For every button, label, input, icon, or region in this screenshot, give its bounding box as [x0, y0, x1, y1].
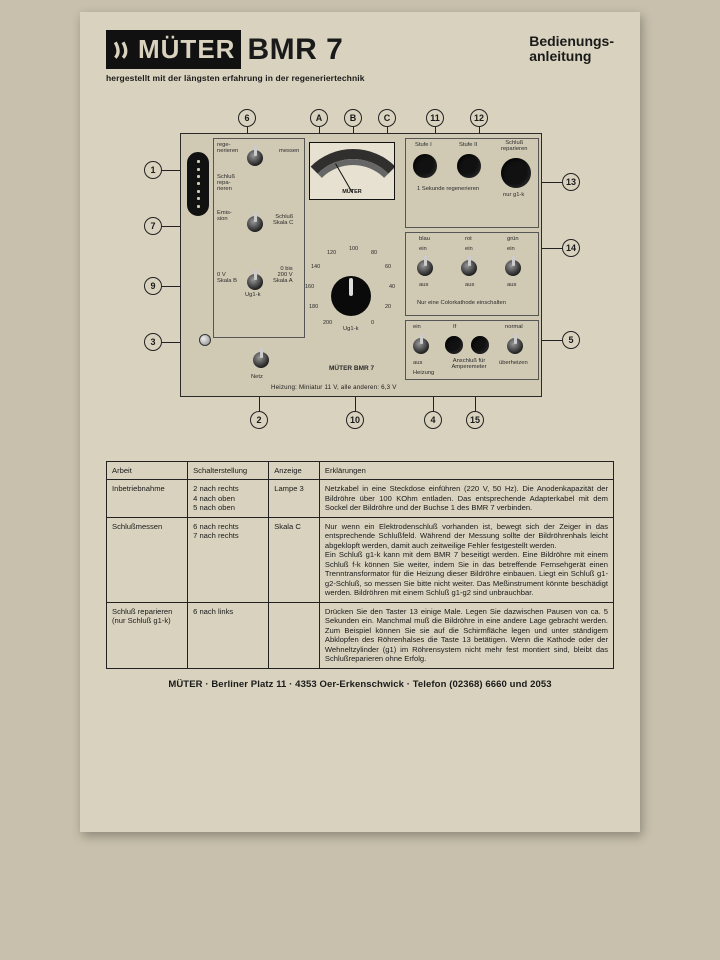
label-rot: rot: [465, 236, 472, 242]
label-messen: messen: [279, 148, 299, 154]
lead: [475, 397, 476, 411]
device-label: MÜTER BMR 7: [329, 366, 374, 373]
switch-9: [247, 274, 263, 290]
label-stufe2: Stufe II: [459, 142, 477, 148]
label-stufe1: Stufe I: [415, 142, 432, 148]
footer-address: MÜTER · Berliner Platz 11 · 4353 Oer-Erk…: [106, 679, 614, 690]
jack-if-2: [471, 336, 489, 354]
manual-page: MÜTER BMR 7 Bedienungs- anleitung herges…: [80, 12, 640, 832]
label-nur-g1k: nur g1-k: [503, 192, 524, 198]
analog-meter: MÜTER: [309, 142, 395, 200]
brand-name: MÜTER: [138, 34, 235, 65]
callout-12: 12: [470, 109, 488, 127]
callout-3: 3: [144, 333, 162, 351]
dial-label: Ug1-k: [343, 326, 358, 332]
knob-stufe1: [413, 154, 437, 178]
logo-title: MÜTER BMR 7: [106, 30, 343, 69]
label-gruen: grün: [507, 236, 519, 242]
col-schalt: Schalterstellung: [188, 462, 269, 480]
model-name: BMR 7: [247, 33, 343, 67]
switch-6: [247, 150, 263, 166]
brand-mark-icon: [112, 39, 134, 61]
label-blau: blau: [419, 236, 430, 242]
callout-15: 15: [466, 411, 484, 429]
manual-title-line2: anleitung: [529, 49, 614, 64]
instruction-table: Arbeit Schalterstellung Anzeige Erklärun…: [106, 461, 614, 669]
callout-4: 4: [424, 411, 442, 429]
brand-logo: MÜTER: [106, 30, 241, 69]
panel-section-left: [213, 138, 305, 338]
switch-blau: [417, 260, 433, 276]
switch-4: [413, 338, 429, 354]
button-13: [501, 158, 531, 188]
switch-rot: [461, 260, 477, 276]
meter-brand: MÜTER: [342, 189, 362, 195]
jack-if-1: [445, 336, 463, 354]
knob-stufe2: [457, 154, 481, 178]
label-skala-a: 0 bis200 VSkala A: [273, 266, 293, 284]
dial-ug1k: 100 80 60 40 20 0 120 140 160 180 200 Ug…: [309, 254, 393, 338]
switch-gruen: [505, 260, 521, 276]
lead: [542, 248, 562, 249]
callout-1: 1: [144, 161, 162, 179]
callout-7: 7: [144, 217, 162, 235]
label-schluss-rep: Schlußrepa-rieren: [217, 174, 235, 192]
manual-title: Bedienungs- anleitung: [529, 30, 614, 65]
panel-bottom-note: Heizung: Miniatur 11 V, alle anderen: 6,…: [271, 384, 397, 391]
switch-2-netz: [253, 352, 269, 368]
callout-2: 2: [250, 411, 268, 429]
col-erkl: Erklärungen: [319, 462, 613, 480]
label-color-note: Nur eine Colorkathode einschalten: [417, 300, 506, 306]
table-row: Schlußmessen 6 nach rechts7 nach rechts …: [107, 517, 614, 602]
lead: [259, 397, 260, 411]
callout-10: 10: [346, 411, 364, 429]
lead: [355, 397, 356, 411]
callout-5: 5: [562, 331, 580, 349]
callout-C: C: [378, 109, 396, 127]
callout-14: 14: [562, 239, 580, 257]
callout-A: A: [310, 109, 328, 127]
table-row: Inbetriebnahme 2 nach rechts4 nach oben5…: [107, 480, 614, 517]
col-anzeige: Anzeige: [269, 462, 320, 480]
panel-outline: rege-nerieren messen Schlußrepa-rieren E…: [180, 133, 542, 397]
label-if: If: [453, 324, 456, 330]
switch-7: [247, 216, 263, 232]
label-regen-note: 1 Sekunde regenerieren: [417, 186, 479, 192]
label-amperemeter: Anschluß fürAmperemeter: [441, 358, 497, 370]
label-schluss-skala-c: SchlußSkala C: [273, 214, 293, 226]
front-panel-diagram: 6 A B C 11 12 1 7 9 3 13 14 5 2 10 4: [106, 109, 614, 449]
lead: [542, 340, 562, 341]
lead: [433, 397, 434, 411]
manual-title-line1: Bedienungs-: [529, 34, 614, 49]
callout-B: B: [344, 109, 362, 127]
tagline: hergestellt mit der längsten erfahrung i…: [106, 73, 614, 83]
lead: [542, 182, 562, 183]
callout-11: 11: [426, 109, 444, 127]
label-regenerieren: rege-nerieren: [217, 142, 238, 154]
callout-13: 13: [562, 173, 580, 191]
table-row: Schluß reparieren(nur Schluß g1-k) 6 nac…: [107, 602, 614, 668]
label-ov-skala-b: 0 VSkala B: [217, 272, 237, 284]
label-ug1-k: Ug1-k: [245, 292, 260, 298]
callout-6: 6: [238, 109, 256, 127]
switch-5: [507, 338, 523, 354]
callout-9: 9: [144, 277, 162, 295]
label-netz: Netz: [251, 374, 263, 380]
header: MÜTER BMR 7 Bedienungs- anleitung: [106, 30, 614, 69]
lamp-3: [199, 334, 211, 346]
col-arbeit: Arbeit: [107, 462, 188, 480]
label-emission: Emis-sion: [217, 210, 232, 222]
label-schluss-reparieren: Schlußreparieren: [501, 140, 527, 152]
tube-socket-connector: [187, 152, 209, 216]
